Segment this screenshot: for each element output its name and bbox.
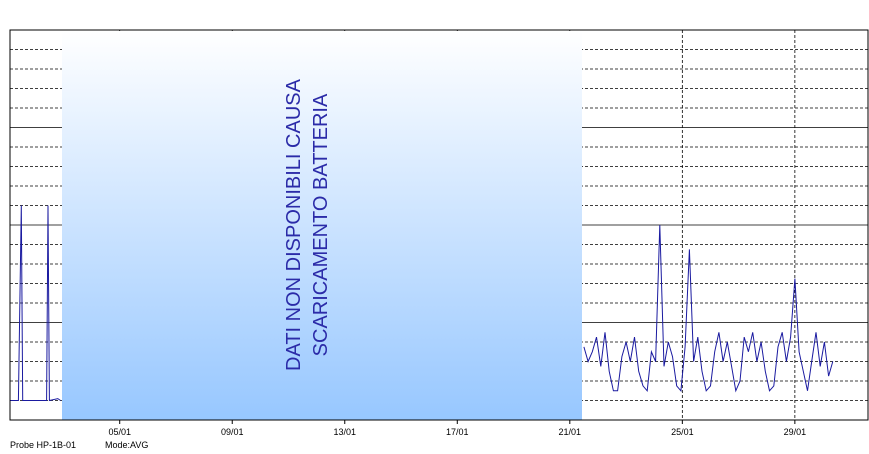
x-tick-label: 25/01	[671, 427, 694, 437]
footer-probe: Probe HP-1B-01	[10, 440, 76, 450]
plot-frame	[9, 29, 869, 421]
data-line	[10, 205, 834, 402]
footer-mode: Mode:AVG	[105, 440, 148, 450]
annotation: DATI NON DISPONIBILI CAUSA	[283, 78, 305, 371]
x-tick-label: 09/01	[221, 427, 244, 437]
annotation: SCARICAMENTO BATTERIA	[310, 93, 332, 356]
x-tick-label: 21/01	[559, 427, 582, 437]
x-tick-label: 17/01	[446, 427, 469, 437]
no-data-overlay	[62, 31, 582, 420]
x-tick-label: 05/01	[108, 427, 131, 437]
x-tick-label: 13/01	[333, 427, 356, 437]
plot	[10, 205, 834, 402]
x-tick-label: 29/01	[784, 427, 807, 437]
